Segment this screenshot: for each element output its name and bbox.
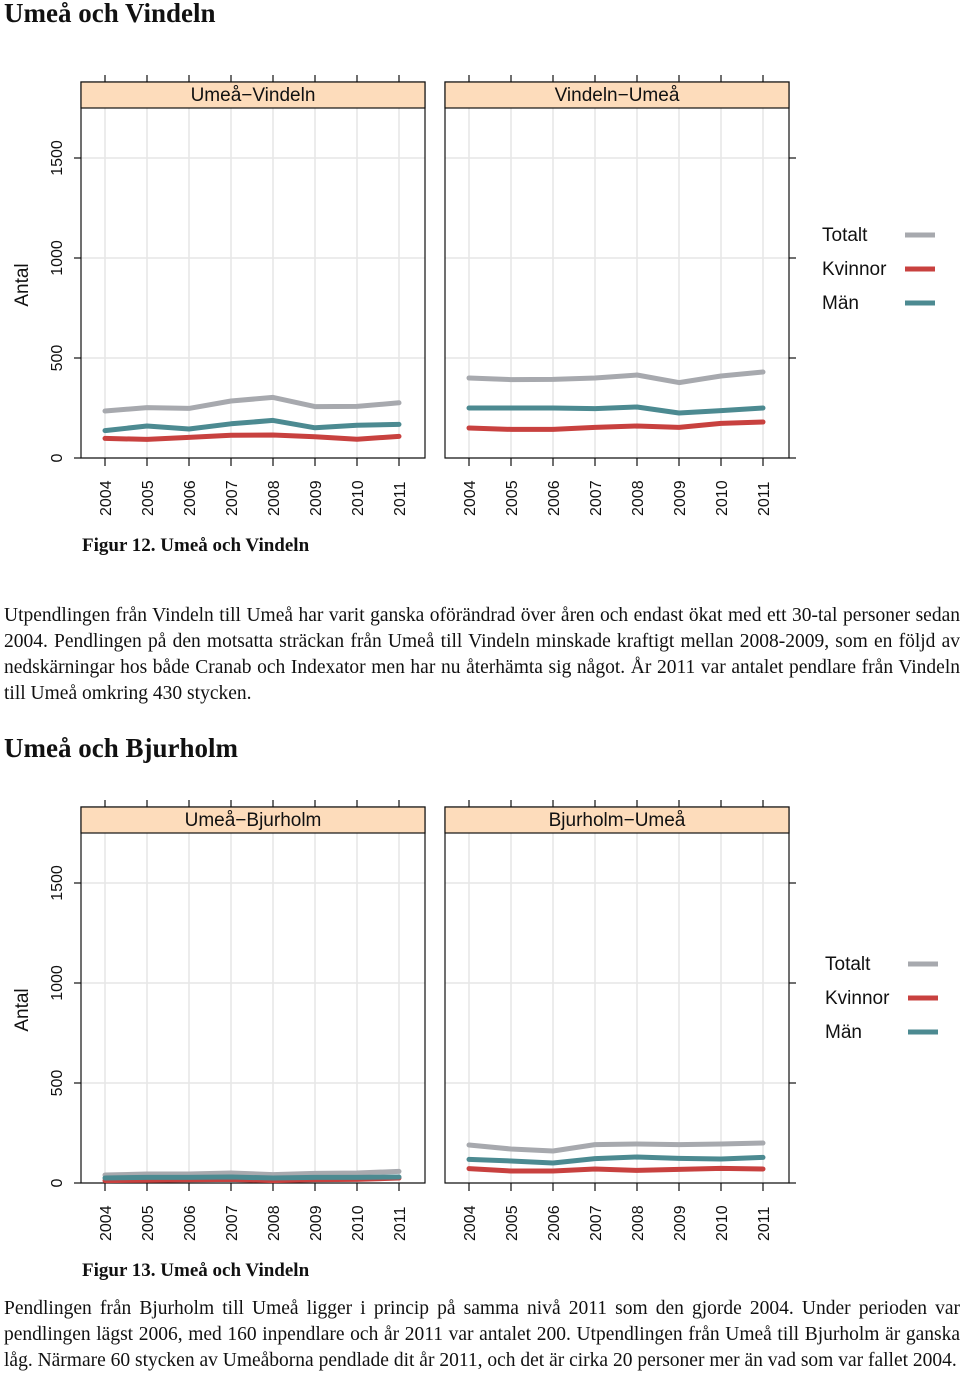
series-line-man: [466, 404, 766, 416]
x-tick-label: 2010: [350, 480, 367, 516]
x-tick-label: 2006: [182, 480, 199, 516]
y-tick-label: 0: [49, 1178, 66, 1187]
x-tick-label: 2005: [504, 480, 521, 516]
x-tick-label: 2009: [308, 1205, 325, 1241]
x-tick-label: 2008: [630, 1205, 647, 1241]
y-axis-label: Antal: [12, 263, 33, 306]
x-tick-label: 2006: [546, 1205, 563, 1241]
panel-title: Umeå−Vindeln: [191, 85, 316, 106]
y-tick-label: 0: [49, 453, 66, 462]
panel-frame: [444, 81, 790, 459]
panel-umea-vindeln: Umeå−Vindeln 2004 2005 2006 2007 2008 2009 2010…: [80, 75, 426, 516]
x-tick-label: 2006: [182, 1205, 199, 1241]
legend: Totalt Kvinnor Män: [822, 225, 935, 314]
x-tick-label: 2004: [98, 480, 115, 516]
x-tick-label: 2008: [630, 480, 647, 516]
x-tick-label: 2004: [462, 1205, 479, 1241]
panel-strip: [80, 81, 426, 109]
panel-strip: [444, 806, 790, 834]
figure-caption-12: Figur 12. Umeå och Vindeln: [82, 535, 310, 556]
panel-strip: [444, 81, 790, 109]
series-line-man: [102, 417, 402, 434]
legend-label-kvinnor: Kvinnor: [825, 988, 890, 1009]
chart-umea-vindeln: Antal 0 500 1000 1500 Umeå−Vindeln 2004 2005 200…: [12, 75, 935, 516]
legend-label-man: Män: [822, 293, 859, 314]
paragraph-bjurholm: Pendlingen från Bjurholm till Umeå ligge…: [4, 1298, 960, 1371]
series-line-totalt: [102, 394, 402, 414]
x-tick-label: 2009: [672, 1205, 689, 1241]
x-tick-label: 2006: [546, 480, 563, 516]
series-line-totalt: [466, 1140, 766, 1154]
legend-label-totalt: Totalt: [822, 225, 868, 246]
x-tick-label: 2009: [672, 480, 689, 516]
legend: Totalt Kvinnor Män: [825, 954, 938, 1043]
x-tick-label: 2009: [308, 480, 325, 516]
x-tick-label: 2007: [588, 1205, 605, 1241]
paragraph-vindeln: Utpendlingen från Vindeln till Umeå har …: [4, 605, 960, 704]
legend-label-kvinnor: Kvinnor: [822, 259, 887, 280]
x-tick-label: 2011: [756, 1206, 773, 1241]
y-tick-label: 1500: [49, 140, 66, 176]
x-tick-label: 2007: [588, 480, 605, 516]
section-heading-vindeln: Umeå och Vindeln: [4, 0, 216, 28]
x-tick-label: 2005: [140, 480, 157, 516]
figure-caption-13: Figur 13. Umeå och Vindeln: [82, 1260, 310, 1281]
x-tick-label: 2011: [756, 481, 773, 516]
x-tick-label: 2008: [266, 1205, 283, 1241]
series-line-man: [102, 1174, 402, 1181]
series-line-kvinnor: [466, 419, 766, 432]
y-tick-label: 500: [49, 345, 66, 372]
series-line-kvinnor: [102, 432, 402, 442]
series-line-man: [466, 1154, 766, 1166]
x-tick-label: 2004: [462, 480, 479, 516]
y-tick-label: 1500: [49, 865, 66, 901]
x-tick-label: 2011: [392, 1206, 409, 1241]
panel-title: Bjurholm−Umeå: [549, 810, 686, 831]
y-axis-label: Antal: [12, 988, 33, 1031]
legend-label-totalt: Totalt: [825, 954, 871, 975]
x-tick-label: 2008: [266, 480, 283, 516]
panel-umea-bjurholm: Umeå−Bjurholm 2004 2005 2006 2007 2008 2009 201…: [80, 800, 426, 1241]
section-heading-bjurholm: Umeå och Bjurholm: [4, 733, 238, 763]
x-tick-label: 2011: [392, 481, 409, 516]
y-tick-label: 1000: [49, 965, 66, 1001]
x-tick-label: 2005: [140, 1205, 157, 1241]
x-tick-label: 2010: [350, 1205, 367, 1241]
series-line-totalt: [466, 369, 766, 386]
x-tick-label: 2004: [98, 1205, 115, 1241]
panel-frame: [80, 806, 426, 1184]
panel-strip: [80, 806, 426, 834]
panel-title: Vindeln−Umeå: [555, 85, 680, 106]
x-tick-label: 2005: [504, 1205, 521, 1241]
x-tick-label: 2007: [224, 1205, 241, 1241]
chart-umea-bjurholm: Antal 0 500 1000 1500 Umeå−Bjurholm 2004 2005 20…: [12, 800, 938, 1241]
y-tick-label: 1000: [49, 240, 66, 276]
panel-frame: [444, 806, 790, 1184]
x-tick-label: 2010: [714, 480, 731, 516]
panel-bjurholm-umea: Bjurholm−Umeå 2004 2005 2006 2007 2008 2009 201…: [444, 800, 790, 1241]
x-tick-label: 2010: [714, 1205, 731, 1241]
panel-title: Umeå−Bjurholm: [185, 810, 322, 831]
x-tick-label: 2007: [224, 480, 241, 516]
series-line-kvinnor: [466, 1165, 766, 1174]
legend-label-man: Män: [825, 1022, 862, 1043]
panel-vindeln-umea: Vindeln−Umeå 2004 2005 2006 2007 2008 2009 2010…: [444, 75, 790, 516]
series-line-totalt: [102, 1168, 402, 1178]
y-tick-label: 500: [49, 1070, 66, 1097]
